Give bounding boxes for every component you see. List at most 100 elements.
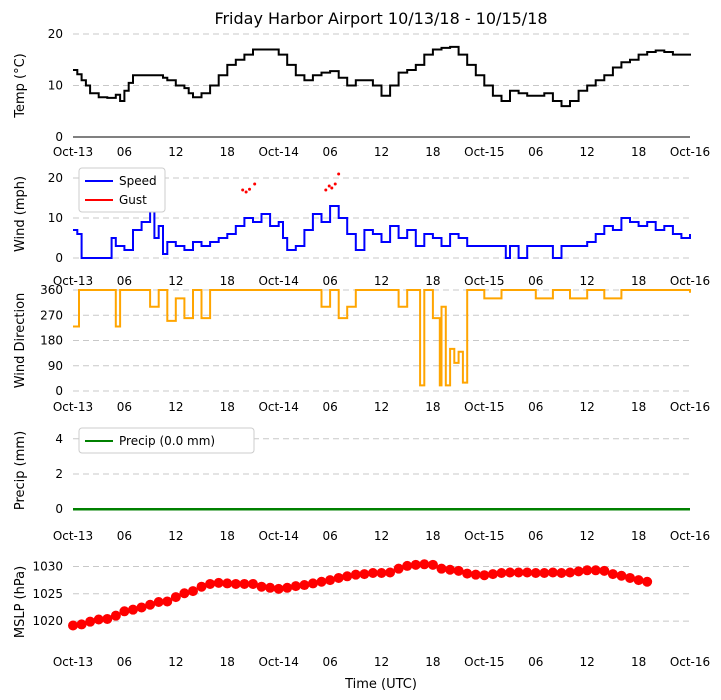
data-point-mslp xyxy=(93,614,104,625)
data-point-mslp xyxy=(590,565,601,576)
x-tick-label: Oct-16 xyxy=(670,400,710,414)
x-tick-label: Oct-15 xyxy=(464,400,504,414)
y-axis-label: Temp (°C) xyxy=(13,53,28,119)
data-point-mslp xyxy=(299,580,310,591)
x-tick-label: Oct-14 xyxy=(258,529,298,543)
y-tick-label: 1030 xyxy=(32,559,63,573)
gust-point xyxy=(337,172,341,176)
x-tick-label: 12 xyxy=(580,145,595,159)
data-point-mslp xyxy=(453,565,464,576)
x-tick-label: 18 xyxy=(425,529,440,543)
data-point-mslp xyxy=(290,581,301,592)
x-tick-label: Oct-15 xyxy=(464,529,504,543)
y-tick-label: 180 xyxy=(40,334,63,348)
y-tick-label: 4 xyxy=(55,432,63,446)
data-point-mslp xyxy=(179,588,190,599)
data-point-mslp xyxy=(462,568,473,579)
x-tick-label: Oct-16 xyxy=(670,145,710,159)
x-tick-label: 06 xyxy=(322,274,337,288)
data-point-mslp xyxy=(265,582,276,593)
legend-label: Gust xyxy=(119,193,147,207)
x-tick-label: Oct-15 xyxy=(464,655,504,669)
x-tick-label: 12 xyxy=(580,274,595,288)
x-tick-label: 12 xyxy=(374,655,389,669)
y-tick-label: 20 xyxy=(48,171,63,185)
gust-point xyxy=(324,188,328,192)
x-tick-label: 06 xyxy=(528,529,543,543)
data-point-mslp xyxy=(427,559,438,570)
y-tick-label: 360 xyxy=(40,283,63,297)
y-tick-label: 0 xyxy=(55,251,63,265)
data-point-mslp xyxy=(110,610,121,621)
series-line-temp-0 xyxy=(73,45,691,108)
x-tick-label: Oct-14 xyxy=(258,655,298,669)
panel-precip: 0 2 4 Precip (mm) Oct-13 06 12 18 Oct-14 06 12 18 Oc… xyxy=(13,427,710,543)
data-point-mslp xyxy=(522,567,533,578)
data-point-mslp xyxy=(367,568,378,579)
x-tick-label: 18 xyxy=(220,529,235,543)
panel-temp: 0 10 20 Temp (°C) Oct-13 06 12 18 Oct-14 06 12 18 Oc… xyxy=(13,27,710,159)
y-tick-label: 270 xyxy=(40,308,63,322)
y-axis-label: Wind (mph) xyxy=(13,176,28,252)
x-tick-label: 12 xyxy=(580,400,595,414)
x-tick-label: 18 xyxy=(631,145,646,159)
x-tick-label: 18 xyxy=(631,529,646,543)
x-tick-label: 18 xyxy=(220,655,235,669)
panels: 0 10 20 Temp (°C) Oct-13 06 12 18 Oct-14 06 12 18 Oc… xyxy=(13,27,710,669)
x-tick-label: Oct-13 xyxy=(53,529,93,543)
data-point-mslp xyxy=(573,566,584,577)
x-tick-label: 12 xyxy=(168,529,183,543)
x-tick-label: 06 xyxy=(322,145,337,159)
legend-label: Precip (0.0 mm) xyxy=(119,434,215,448)
y-tick-label: 90 xyxy=(48,359,63,373)
data-point-mslp xyxy=(256,581,267,592)
x-tick-label: Oct-13 xyxy=(53,145,93,159)
x-tick-label: Oct-14 xyxy=(258,274,298,288)
x-tick-label: 06 xyxy=(528,145,543,159)
data-point-mslp xyxy=(479,570,490,581)
gust-point xyxy=(241,188,245,192)
x-tick-label: 18 xyxy=(631,400,646,414)
x-tick-label: Oct-14 xyxy=(258,400,298,414)
data-point-mslp xyxy=(470,569,481,580)
data-point-mslp xyxy=(419,559,430,570)
data-point-mslp xyxy=(273,583,284,594)
data-point-mslp xyxy=(410,559,421,570)
x-tick-label: 12 xyxy=(580,655,595,669)
data-point-mslp xyxy=(325,575,336,586)
data-point-mslp xyxy=(85,616,96,627)
x-tick-label: 18 xyxy=(220,400,235,414)
data-point-mslp xyxy=(547,567,558,578)
x-tick-label: 06 xyxy=(322,529,337,543)
x-tick-label: 18 xyxy=(425,145,440,159)
x-tick-label: Oct-13 xyxy=(53,400,93,414)
data-point-mslp xyxy=(76,619,87,630)
data-point-mslp xyxy=(393,563,404,574)
x-tick-label: 06 xyxy=(528,655,543,669)
x-tick-label: 12 xyxy=(168,655,183,669)
data-point-mslp xyxy=(565,567,576,578)
data-point-mslp xyxy=(616,570,627,581)
panel-mslp: 1020 1025 1030 MSLP (hPa) Oct-13 06 12 18 Oct-14… xyxy=(13,559,710,669)
x-tick-label: Oct-13 xyxy=(53,274,93,288)
y-axis-label: Wind Direction xyxy=(13,293,28,389)
x-tick-label: 12 xyxy=(168,400,183,414)
data-point-mslp xyxy=(187,586,198,597)
data-point-mslp xyxy=(247,578,258,589)
data-point-mslp xyxy=(162,596,173,607)
y-tick-label: 10 xyxy=(48,211,63,225)
data-point-mslp xyxy=(102,613,113,624)
x-tick-label: 12 xyxy=(374,400,389,414)
x-tick-label: Oct-16 xyxy=(670,274,710,288)
x-tick-label: 06 xyxy=(322,655,337,669)
data-point-mslp xyxy=(385,567,396,578)
x-tick-label: 06 xyxy=(117,400,132,414)
gust-point xyxy=(330,186,334,190)
x-tick-label: 12 xyxy=(374,529,389,543)
x-tick-label: 18 xyxy=(631,274,646,288)
x-tick-label: 06 xyxy=(528,274,543,288)
gust-point xyxy=(327,184,331,188)
data-point-mslp xyxy=(642,576,653,587)
x-tick-label: 12 xyxy=(374,145,389,159)
